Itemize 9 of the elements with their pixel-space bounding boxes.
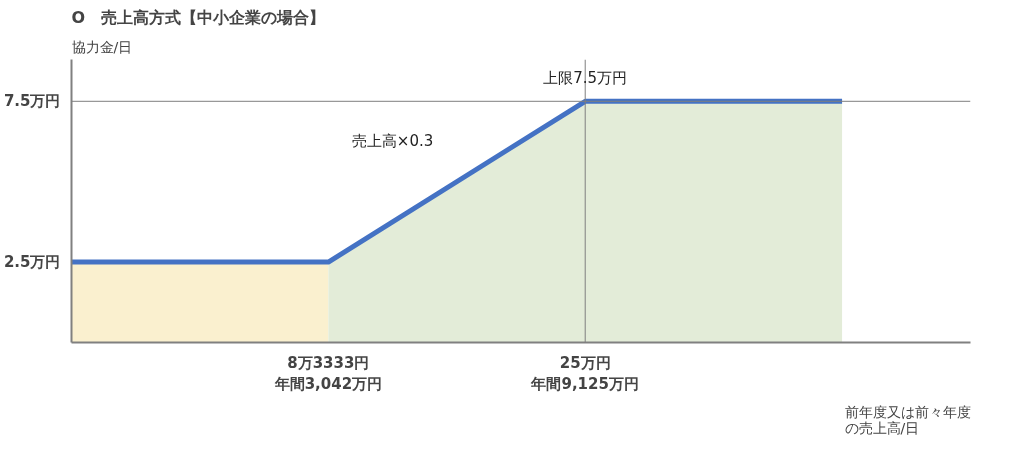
y-axis-title: 協力金/日 bbox=[71, 38, 133, 55]
y-tick-label: 7.5万円 bbox=[3, 92, 61, 111]
annotation: 売上高×0.3 bbox=[351, 132, 434, 151]
annotation: 上限7.5万円 bbox=[543, 69, 628, 88]
x-tick-label: 8万3333円年間3,042万円 bbox=[273, 353, 383, 394]
y-tick-label: 2.5万円 bbox=[3, 253, 61, 272]
chart-title: O 売上高方式【中小企業の場合】 bbox=[71, 7, 326, 27]
x-tick-label: 25万円年間9,125万円 bbox=[530, 353, 639, 394]
x-axis-title: 前年度又は前々年度の売上高/日 bbox=[844, 403, 971, 436]
